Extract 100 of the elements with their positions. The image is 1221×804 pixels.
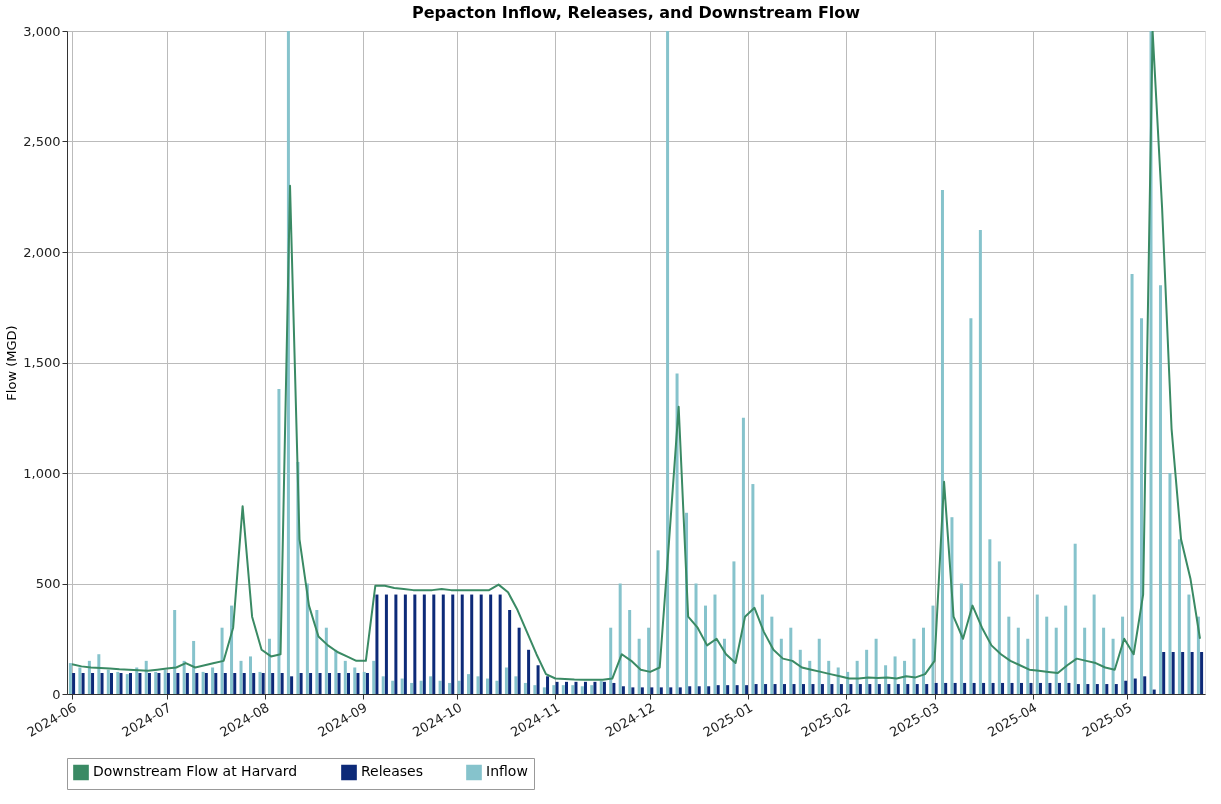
bar xyxy=(628,610,632,694)
bar xyxy=(1064,605,1068,694)
bar xyxy=(1076,684,1080,694)
bar xyxy=(233,673,237,694)
bar xyxy=(988,539,992,694)
bar xyxy=(659,687,663,694)
bar xyxy=(726,685,730,694)
bar xyxy=(81,673,85,694)
bar xyxy=(1124,680,1128,694)
bar xyxy=(533,685,537,694)
bar xyxy=(182,660,186,694)
bar xyxy=(72,673,76,694)
bar xyxy=(865,649,869,694)
bar xyxy=(441,594,445,694)
bar xyxy=(741,417,745,694)
bar xyxy=(1073,543,1077,694)
bar xyxy=(176,673,180,694)
bar xyxy=(384,594,388,694)
bar xyxy=(315,610,319,694)
bar xyxy=(337,673,341,694)
y-tick-label: 0 xyxy=(52,686,61,702)
bar xyxy=(68,663,72,694)
bar xyxy=(1045,616,1049,694)
bar xyxy=(571,685,575,694)
bar xyxy=(593,681,597,694)
bar xyxy=(669,687,673,694)
legend-label: Inflow xyxy=(486,763,528,780)
y-tick-label: 500 xyxy=(35,576,61,591)
bar xyxy=(868,684,872,694)
bar xyxy=(249,656,252,694)
bar xyxy=(1048,682,1052,694)
bar xyxy=(1092,594,1096,694)
bar xyxy=(896,684,900,694)
bar xyxy=(517,627,521,694)
bar xyxy=(912,638,916,694)
bar xyxy=(732,561,736,694)
bar xyxy=(650,687,654,694)
bar xyxy=(1111,638,1115,694)
bar xyxy=(1152,689,1156,694)
bar xyxy=(252,673,256,694)
bar xyxy=(1181,652,1185,694)
bar xyxy=(925,684,929,694)
bar xyxy=(846,671,850,694)
bar xyxy=(470,594,474,694)
bar xyxy=(552,685,556,694)
legend-label: Downstream Flow at Harvard xyxy=(93,763,298,780)
bar xyxy=(982,682,986,694)
bar xyxy=(173,610,177,694)
bar xyxy=(211,667,215,694)
bar xyxy=(969,318,973,694)
bar xyxy=(242,673,246,694)
y-tick-label: 1,000 xyxy=(23,465,61,481)
bar xyxy=(1177,539,1181,694)
bar xyxy=(1057,682,1061,694)
bar xyxy=(353,667,357,694)
bar xyxy=(271,673,275,694)
bar xyxy=(953,682,957,694)
bar xyxy=(324,627,328,694)
bar xyxy=(166,673,170,694)
bar xyxy=(448,682,452,694)
bar xyxy=(1026,638,1030,694)
bar xyxy=(422,594,426,694)
bar xyxy=(1054,627,1058,694)
bar xyxy=(489,594,493,694)
bar xyxy=(827,660,831,694)
bar xyxy=(801,684,805,694)
bar xyxy=(328,673,332,694)
bar xyxy=(735,685,739,694)
bar xyxy=(612,682,616,694)
bar xyxy=(903,660,907,694)
bar xyxy=(110,673,114,694)
bar xyxy=(764,684,768,694)
bar xyxy=(783,684,787,694)
bar xyxy=(185,673,189,694)
bar xyxy=(91,673,95,694)
bar xyxy=(1162,652,1166,694)
bar xyxy=(773,684,777,694)
bar xyxy=(922,627,926,694)
bar xyxy=(527,649,531,694)
bar xyxy=(561,685,565,694)
bar xyxy=(944,682,948,694)
bar xyxy=(1038,682,1042,694)
bar xyxy=(429,676,433,694)
bar xyxy=(1190,652,1194,694)
bar xyxy=(1187,594,1191,694)
bar xyxy=(745,685,749,694)
bar xyxy=(391,680,395,694)
bar xyxy=(609,627,613,694)
bar xyxy=(906,684,910,694)
bar xyxy=(1010,682,1014,694)
bar xyxy=(678,687,682,694)
bar xyxy=(343,660,347,694)
bar xyxy=(991,682,995,694)
bar xyxy=(779,638,783,694)
bar xyxy=(754,684,758,694)
bar xyxy=(230,605,234,694)
bar xyxy=(220,627,224,694)
bar xyxy=(703,605,707,694)
bar xyxy=(334,649,338,694)
bar xyxy=(1114,684,1118,694)
